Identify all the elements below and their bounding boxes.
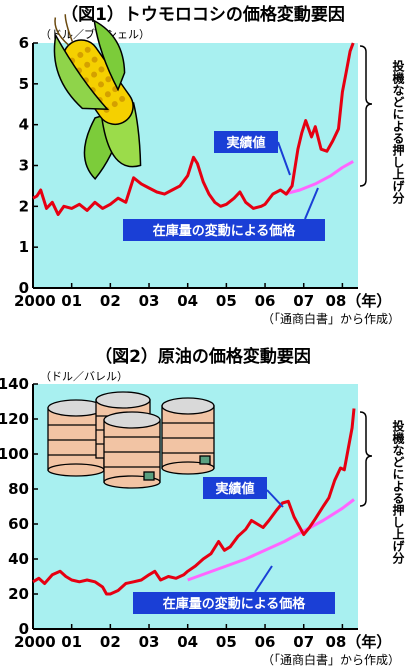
chart-2-ytick-label: 80 xyxy=(8,480,29,498)
chart-2-ylabel: （ドル／バレル） xyxy=(40,370,128,383)
chart-2-actual-pointer xyxy=(266,489,284,508)
chart-1-ytick-label: 2 xyxy=(19,197,29,215)
chart-1-ylabel: （ドル／ブッシェル） xyxy=(40,27,150,41)
chart-1-ytick-label: 3 xyxy=(19,157,29,175)
chart-1-source: （「通商白書」から作成） xyxy=(262,311,400,326)
chart-2-stock-label-box xyxy=(133,592,335,614)
chart-1-actual-label: 実績値 xyxy=(226,135,265,151)
chart-2-title: （図2）原油の価格変動要因 xyxy=(95,346,311,367)
chart-2-source: （「通商白書」から作成） xyxy=(262,652,400,667)
chart-2-stock-pointer xyxy=(254,565,273,593)
chart-1-xtick-label: 06 xyxy=(255,292,276,310)
chart-1-stock-pointer xyxy=(304,187,319,220)
chart-2-ytick-label: 40 xyxy=(8,550,29,568)
chart-2-xtick-label: 07 xyxy=(293,633,314,651)
chart-1-series-actual-line xyxy=(32,42,355,216)
chart-1-ytick-label: 0 xyxy=(19,279,29,297)
chart-2-xtick-label: 04 xyxy=(177,633,198,651)
chart-2-xtick-label: 05 xyxy=(216,633,237,651)
chart-1-title: （図1）トウモロコシの価格変動要因 xyxy=(61,4,345,25)
chart-1-stock-label-box xyxy=(123,219,325,241)
chart-1-xtick-label: 04 xyxy=(177,292,198,310)
chart-1-bracket xyxy=(359,45,373,187)
chart-1-stock-label: 在庫量の変動による価格 xyxy=(153,223,297,239)
chart-1-ytick-label: 5 xyxy=(19,75,29,93)
chart-2-ytick-label: 120 xyxy=(0,410,29,428)
chart-2-ytick-label: 0 xyxy=(19,620,29,638)
chart-1-xtick-label: 03 xyxy=(139,292,160,310)
chart-1-series-stock-line xyxy=(284,160,354,196)
chart-2-series-stock-line xyxy=(187,498,355,582)
chart-2: （図2）原油の価格変動要因 （ドル／バレル） 02040608010012014… xyxy=(0,346,405,667)
chart-2-bracket xyxy=(359,411,373,507)
chart-1-xtick-label: 02 xyxy=(100,292,121,310)
chart-1-ytick-label: 4 xyxy=(19,116,29,134)
chart-2-xtick-label: 03 xyxy=(139,633,160,651)
chart-2-xtick-label: 02 xyxy=(100,633,121,651)
chart-2-xtick-label: 01 xyxy=(61,633,82,651)
chart-2-stock-label: 在庫量の変動による価格 xyxy=(163,596,307,612)
chart-2-ytick-label: 60 xyxy=(8,515,29,533)
chart-1-xtick-label: 08（年） xyxy=(325,292,391,310)
chart-2-actual-label: 実績値 xyxy=(215,481,254,497)
chart-2-ytick-label: 100 xyxy=(0,445,29,463)
chart-2-ytick-label: 20 xyxy=(8,585,29,603)
chart-1-actual-pointer xyxy=(277,141,291,176)
chart-1-actual-label-box xyxy=(214,131,278,153)
chart-2-ytick-label: 140 xyxy=(0,375,29,393)
chart-1-xtick-label: 2000 xyxy=(14,292,56,310)
chart-2-xtick-label: 06 xyxy=(255,633,276,651)
chart-2-series-actual-line xyxy=(32,408,356,596)
oil-tanks-icon xyxy=(47,391,215,489)
chart-1-bracket-label: 投機などによる押し上げ分 xyxy=(391,59,405,205)
chart-1-xtick-label: 01 xyxy=(61,292,82,310)
chart-2-actual-label-box xyxy=(203,477,267,499)
chart-1-xtick-label: 07 xyxy=(293,292,314,310)
chart-2-bracket-label: 投機などによる押し上げ分 xyxy=(391,419,405,565)
chart-1-ytick-label: 1 xyxy=(19,238,29,256)
chart-2-xtick-label: 2000 xyxy=(14,633,56,651)
chart-2-xtick-label: 08（年） xyxy=(325,633,391,651)
chart-1-ytick-label: 6 xyxy=(19,34,29,52)
corn-icon xyxy=(53,14,142,181)
chart-1-xtick-label: 05 xyxy=(216,292,237,310)
